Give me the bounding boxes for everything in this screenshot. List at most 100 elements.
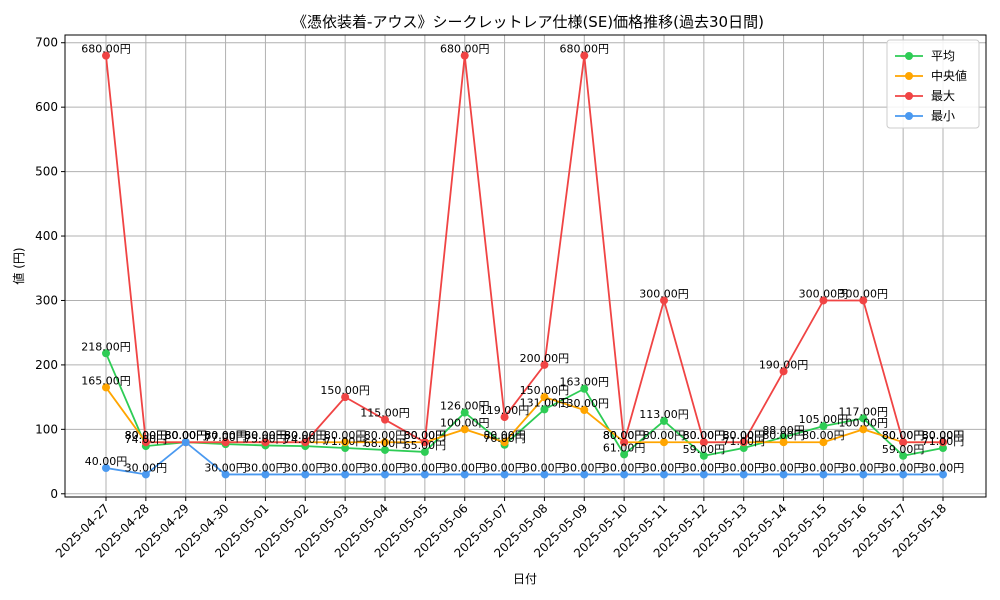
data-label: 80.00円 [244,429,287,442]
x-axis-label: 日付 [513,572,537,586]
data-point [779,367,788,376]
data-label: 30.00円 [523,461,566,474]
legend-swatch-marker [905,52,913,60]
legend-swatch-marker [905,92,913,100]
data-point [221,438,230,447]
data-point [500,438,509,447]
data-point [620,470,629,479]
data-label: 80.00円 [204,429,247,442]
data-label: 100.00円 [839,416,889,429]
data-label: 71.00円 [722,435,765,448]
y-tick-label: 500 [35,165,58,179]
data-labels: 218.00円74.00円80.00円77.00円75.00円74.00円71.… [81,43,964,475]
data-label: 30.00円 [762,461,805,474]
data-point [301,438,310,447]
data-label: 30.00円 [125,461,168,474]
data-label: 30.00円 [802,461,845,474]
data-label: 200.00円 [520,352,570,365]
data-label: 80.00円 [882,429,925,442]
data-point [460,408,469,417]
data-point [859,470,868,479]
plot-frame [64,34,987,498]
data-label: 80.00円 [364,429,407,442]
data-label: 80.00円 [762,429,805,442]
data-label: 115.00円 [360,407,410,420]
data-label: 100.00円 [440,416,490,429]
data-label: 30.00円 [404,461,447,474]
data-point [102,464,110,473]
legend-label: 最大 [931,89,955,103]
data-point [939,470,947,479]
legend-swatch-marker [905,112,913,120]
data-point [580,470,589,479]
data-label: 80.00円 [802,429,845,442]
data-label: 30.00円 [284,461,327,474]
data-point [620,438,629,447]
data-label: 80.00円 [284,429,327,442]
data-label: 680.00円 [560,43,610,56]
data-point [381,438,389,447]
data-point [580,51,589,60]
data-point [381,470,389,479]
data-label: 77.00円 [204,431,247,444]
legend-swatch-marker [905,72,913,80]
data-label: 71.00円 [324,435,367,448]
data-point [102,51,110,60]
data-label: 80.00円 [603,429,646,442]
data-label: 30.00円 [244,461,287,474]
data-label: 150.00円 [520,384,570,397]
data-label: 88.00円 [762,424,805,437]
data-point [660,296,668,305]
legend-label: 平均 [931,49,955,63]
data-label: 80.00円 [164,429,207,442]
data-label: 80.00円 [164,429,207,442]
data-label: 74.00円 [284,433,327,446]
data-label: 30.00円 [683,461,726,474]
data-point [341,438,350,447]
data-point [580,384,589,393]
data-point [341,470,350,479]
y-ticks: 0 100 200 300 400 500 600 700 [35,36,65,501]
data-label: 80.00円 [483,429,526,442]
data-point [899,438,908,447]
data-label: 80.00円 [404,429,447,442]
y-axis-label: 値 (円) [11,247,26,284]
legend-label: 最小 [931,109,955,123]
data-point [381,445,389,454]
data-point [739,444,748,453]
data-label: 113.00円 [639,408,689,421]
data-label: 165.00円 [81,374,131,387]
data-label: 30.00円 [842,461,885,474]
data-label: 71.00円 [922,435,965,448]
data-point [540,405,549,414]
data-label: 80.00円 [722,429,765,442]
data-label: 80.00円 [164,429,207,442]
data-label: 80.00円 [683,429,726,442]
data-point [660,416,668,425]
y-tick-label: 600 [35,100,58,114]
data-point [261,438,270,447]
data-label: 80.00円 [324,429,367,442]
x-ticks: 2025-04-272025-04-282025-04-292025-04-30… [53,497,949,560]
data-label: 126.00円 [440,400,490,413]
legend-box [886,39,980,129]
data-label: 80.00円 [643,429,686,442]
series-line [105,441,943,476]
data-point [381,415,389,424]
data-point [102,349,110,358]
series-line [105,55,943,444]
data-label: 59.00円 [683,443,726,456]
data-label: 190.00円 [759,358,809,371]
data-label: 105.00円 [799,413,849,426]
data-label: 119.00円 [480,404,530,417]
data-point [899,451,908,460]
data-label: 680.00円 [440,43,490,56]
data-label: 61.00円 [603,441,646,454]
data-label: 80.00円 [603,429,646,442]
data-label: 80.00円 [125,429,168,442]
data-label: 76.00円 [483,432,526,445]
data-point [859,425,868,434]
data-point [181,438,190,447]
